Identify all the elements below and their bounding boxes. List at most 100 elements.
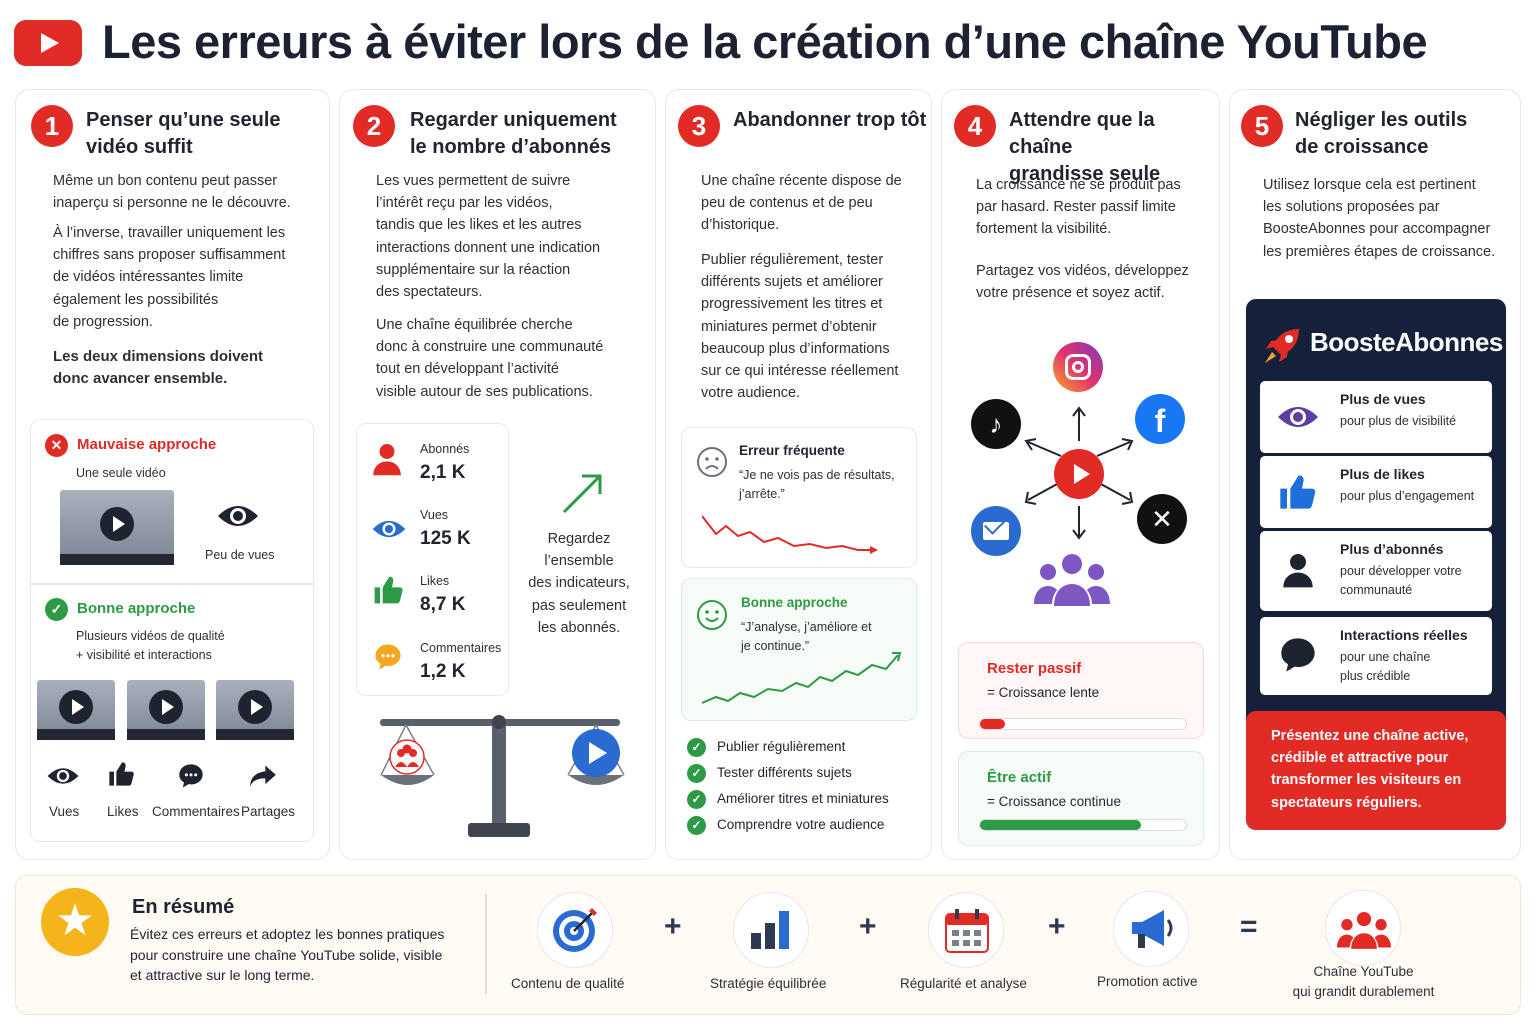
growth-chart-icon: [702, 652, 902, 704]
brand-name: BoosteAbonnes: [1310, 327, 1503, 357]
action-label: Commentaires: [152, 804, 240, 819]
feature-title: Interactions réelles: [1340, 627, 1468, 643]
feature-views: Plus de vues pour plus de visibilité: [1260, 381, 1492, 453]
card-text-1: Utilisez lorsque cela est pertinent les s…: [1263, 177, 1496, 260]
bad-approach-title: Mauvaise approche: [77, 436, 217, 453]
facebook-icon: f: [1135, 394, 1185, 444]
check-icon: ✓: [687, 738, 706, 757]
card-number: 2: [353, 105, 395, 147]
formula-label: Stratégie équilibrée: [710, 976, 827, 991]
feature-title: Plus de vues: [1340, 391, 1426, 407]
equals-operator: =: [1240, 910, 1258, 943]
card-text-1: Les vues permettent de suivre l’intérêt r…: [376, 173, 601, 301]
calendar-icon: [928, 892, 1004, 968]
video-thumbnail: [127, 680, 205, 740]
formula-label: Promotion active: [1097, 974, 1198, 989]
card-text-2: Publier régulièrement, tester différents …: [701, 252, 899, 402]
card-title: Regarder uniquement le nombre d’abonnés: [410, 109, 617, 158]
user-icon: [373, 444, 401, 476]
note-text: Regardez l’ensemble des indicateurs, pas se…: [528, 531, 630, 636]
page-title: Les erreurs à éviter lors de la création…: [102, 15, 1428, 68]
card-text-2: Partagez vos vidéos, développez votre pré…: [976, 263, 1189, 302]
divider: [485, 894, 487, 994]
feature-desc: pour une chaîne plus crédible: [1340, 650, 1431, 683]
error-title: Erreur fréquente: [739, 443, 845, 458]
smile-face-icon: [697, 600, 727, 630]
action-label: Partages: [241, 804, 296, 819]
feature-subscribers: Plus d’abonnés pour développer votre comm…: [1260, 531, 1492, 611]
card-text-2: Une chaîne équilibrée cherche donc à cons…: [376, 317, 604, 400]
card-title: Négliger les outils de croissance: [1295, 109, 1468, 158]
bad-caption: Une seule vidéo: [76, 466, 166, 480]
feature-desc: pour plus d’engagement: [1340, 489, 1475, 503]
action-label: Likes: [107, 804, 139, 819]
plus-operator: +: [859, 910, 877, 943]
card-2: 2 Regarder uniquement le nombre d’abonnés…: [339, 89, 656, 860]
check-icon: ✓: [45, 598, 68, 621]
card-title: Abandonner trop tôt: [733, 109, 927, 131]
summary-text: Évitez ces erreurs et adoptez les bonnes…: [130, 926, 445, 983]
star-icon: ★: [41, 888, 109, 956]
action-label: Vues: [49, 804, 80, 819]
close-icon: ✕: [45, 434, 68, 457]
passive-desc: = Croissance lente: [987, 685, 1100, 700]
card-1: 1 Penser qu’une seule vidéo suffit Même u…: [15, 89, 330, 860]
card-text-3: Les deux dimensions doivent donc avancer …: [53, 348, 264, 388]
error-quote: “Je ne vois pas de résultats, j’arrête.”: [739, 468, 895, 501]
good-quote: “J’analyse, j’améliore et je continue.”: [741, 620, 872, 653]
video-thumbnail: [37, 680, 115, 740]
stat-label: Vues: [420, 508, 449, 522]
feature-likes: Plus de likes pour plus d’engagement: [1260, 456, 1492, 528]
stat-label: Commentaires: [420, 641, 502, 655]
stat-value: 1,2 K: [420, 661, 466, 682]
target-icon: [537, 892, 613, 968]
x-twitter-icon: ✕: [1137, 494, 1187, 544]
checklist-item: Comprendre votre audience: [717, 817, 885, 832]
summary-title: En résumé: [132, 896, 235, 918]
email-icon: [971, 506, 1021, 556]
feature-title: Plus de likes: [1340, 466, 1425, 482]
thumbs-up-icon: [1280, 475, 1316, 509]
comment-icon: [375, 644, 401, 670]
card-text-1: Une chaîne récente dispose de peu de cont…: [701, 173, 902, 234]
stat-value: 8,7 K: [420, 594, 466, 615]
cta-box: Présentez une chaîne active, crédible et …: [1246, 711, 1506, 830]
checklist-item: Améliorer titres et miniatures: [717, 791, 889, 806]
card-3: 3 Abandonner trop tôt Une chaîne récente…: [665, 89, 932, 860]
card-title: Penser qu’une seule vidéo suffit: [86, 109, 281, 158]
instagram-icon: [1053, 342, 1103, 392]
check-icon: ✓: [687, 790, 706, 809]
feature-desc: pour développer votre communauté: [1340, 564, 1462, 597]
plus-operator: +: [664, 910, 682, 943]
good-caption: Plusieurs vidéos de qualité + visibilité …: [76, 629, 225, 662]
stat-label: Abonnés: [420, 442, 470, 456]
active-title: Être actif: [987, 769, 1052, 786]
check-icon: ✓: [687, 764, 706, 783]
card-text-1: La croissance ne se produit pas par hasar…: [976, 177, 1181, 238]
sad-face-icon: [697, 447, 727, 477]
bar-chart-icon: [733, 892, 809, 968]
active-progress-bar: [979, 819, 1187, 831]
community-icon: [1034, 554, 1110, 606]
eye-icon: [372, 520, 406, 538]
checklist-item: Tester différents sujets: [717, 765, 852, 780]
error-box: Erreur fréquente “Je ne vois pas de résu…: [681, 427, 917, 568]
divider: [31, 583, 313, 585]
eye-icon: [47, 768, 79, 784]
share-icon: [250, 765, 276, 787]
good-approach-title: Bonne approche: [77, 600, 196, 617]
passive-box: Rester passif = Croissance lente: [958, 642, 1204, 739]
formula-result: Chaîne YouTube qui grandit durablement: [1292, 964, 1435, 999]
card-4: 4 Attendre que la chaîne grandisse seule …: [941, 89, 1220, 860]
feature-title: Plus d’abonnés: [1340, 541, 1444, 557]
thumbs-up-icon: [374, 576, 403, 604]
card-number: 1: [31, 105, 73, 147]
active-box: Être actif = Croissance continue: [958, 751, 1204, 846]
approach-box: ✕ Mauvaise approche Une seule vidéo Peu …: [30, 419, 314, 842]
card-text-1: Même un bon contenu peut passer inaperçu …: [53, 173, 291, 212]
eye-icon: [1278, 407, 1318, 427]
card-number: 4: [954, 105, 996, 147]
passive-progress-bar: [979, 718, 1187, 730]
video-thumbnail: [60, 490, 174, 565]
feature-desc: pour plus de visibilité: [1340, 414, 1457, 428]
